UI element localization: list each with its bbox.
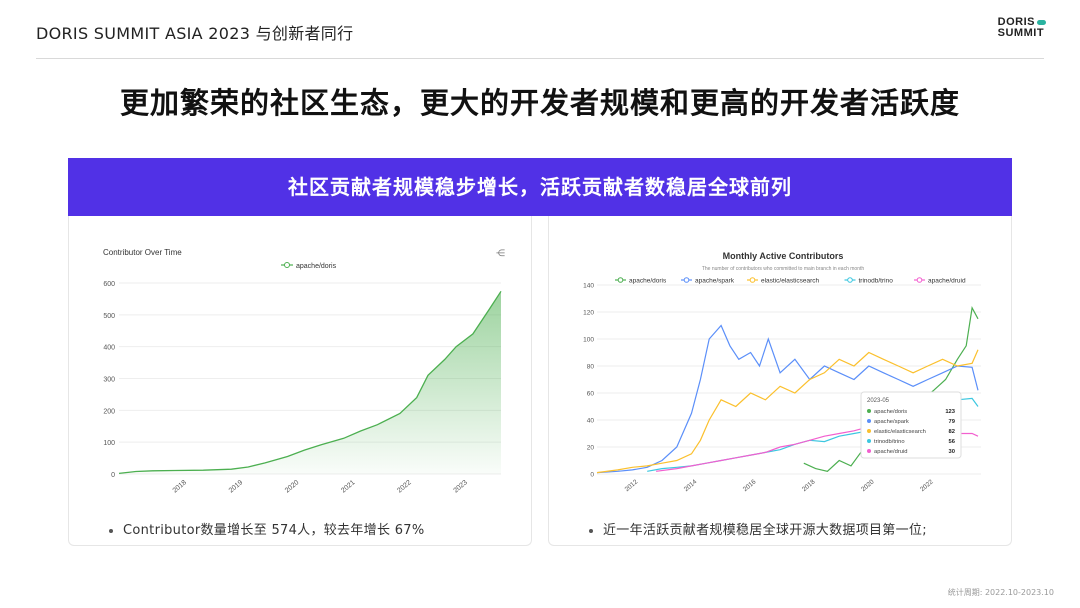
tooltip-label-trinodb-trino: trinodb/trino [874,439,905,445]
y-tick-label: 0 [590,472,594,479]
slide-title: 更加繁荣的社区生态，更大的开发者规模和更高的开发者活跃度 [119,86,960,120]
x-tick-label: 2020 [284,479,301,494]
statistics-period: 统计周期: 2022.10-2023.10 [947,588,1054,597]
x-tick-label: 2023 [452,479,469,494]
legend-marker-apache-spark [683,277,690,283]
line-apache-doris [118,290,502,475]
y-tick-label: 80 [587,364,595,371]
tooltip-value-apache-spark: 79 [949,419,956,425]
doris-summit-logo: DORIS SUMMIT [998,17,1046,39]
x-tick-label: 2019 [228,479,245,494]
tooltip-label-apache-spark: apache/spark [874,419,909,425]
line-apache-spark [596,324,979,474]
y-tick-label: 0 [111,472,115,479]
bullet-dot-icon [589,528,593,533]
y-tick-label: 40 [587,418,595,425]
tooltip-title: 2023-05 [867,398,890,404]
x-tick-label: 2020 [860,478,876,493]
share-icon: ⋲ [496,249,505,259]
legend-marker-trinodb-trino [847,277,853,283]
tooltip-dot-elastic-elasticsearch [867,429,871,433]
legend-label-apache-doris: apache/doris [296,263,337,270]
y-tick-label: 20 [587,445,595,452]
bullet-dot-icon [109,528,113,533]
contributor-chart-panel: Contributor Over Time ⋲ apache/doris 0 100 20… [68,216,532,546]
tooltip-label-apache-doris: apache/doris [874,409,907,415]
y-tick-label: 500 [103,313,115,320]
y-tick-label: 400 [103,345,115,352]
legend-label-apache-spark: apache/spark [695,278,735,285]
tooltip-dot-apache-doris [867,409,871,413]
legend-label-apache-doris: apache/doris [629,278,667,285]
chart-subtitle: The number of contributors who committed… [702,266,865,272]
x-tick-label: 2018 [172,479,189,494]
x-tick-label: 2022 [396,479,413,494]
x-tick-label: 2021 [340,479,357,494]
tooltip-value-trinodb-trino: 56 [949,439,956,445]
section-banner: 社区贡献者规模稳步增长，活跃贡献者数稳居全球前列 [68,158,1012,216]
x-tick-label: 2016 [742,478,758,493]
contributor-over-time-chart: Contributor Over Time ⋲ apache/doris 0 100 20… [103,248,505,495]
tooltip-dot-trinodb-trino [867,439,871,443]
tooltip-label-elastic-elasticsearch: elastic/elasticsearch [874,429,926,435]
legend-marker-apache-doris [617,277,624,283]
x-tick-label: 2022 [919,478,935,493]
y-tick-label: 100 [583,337,594,344]
y-tick-label: 140 [583,283,594,290]
line-elastic-elasticsearch [596,349,979,474]
logo-line1: DORIS [998,17,1046,28]
logo-line2: SUMMIT [997,27,1045,39]
legend-marker-apache-doris [284,262,290,268]
x-tick-label: 2018 [801,478,817,493]
area-fill-apache-doris [119,291,501,474]
y-tick-label: 100 [103,440,115,447]
tooltip-value-apache-doris: 123 [945,409,955,415]
legend-marker-elastic-elasticsearch [749,277,756,283]
header-divider [36,58,1044,59]
y-tick-label: 200 [103,408,115,415]
left-bullet: Contributor数量增长至 574人，较去年增长 67% [109,519,424,538]
legend-label-apache-druid: apache/druid [928,278,966,285]
chart-title: Monthly Active Contributors [723,251,844,261]
tooltip-dot-apache-spark [867,419,871,423]
legend-marker-apache-druid [916,277,923,283]
tooltip-value-elastic-elasticsearch: 82 [949,429,955,435]
legend-label-elastic-elasticsearch: elastic/elasticsearch [761,278,820,285]
x-tick-label: 2014 [683,478,699,493]
right-bullet: 近一年活跃贡献者规模稳居全球开源大数据项目第一位; [589,519,927,538]
tooltip-dot-apache-druid [867,449,871,453]
active-contributors-chart-panel: Monthly Active Contributors The number of… [548,216,1012,546]
tooltip-label-apache-druid: apache/druid [874,449,908,455]
y-tick-label: 300 [103,377,115,384]
y-tick-label: 600 [103,281,115,288]
x-tick-label: 2012 [624,478,640,493]
tooltip-value-apache-druid: 30 [949,449,955,455]
tooltip-box [860,391,962,459]
legend-label-trinodb-trino: trinodb/trino [859,278,894,285]
event-title: DORIS SUMMIT ASIA 2023 与创新者同行 [36,24,354,43]
y-tick-label: 120 [583,310,594,317]
monthly-active-contributors-chart: Monthly Active Contributors The number of… [583,251,981,493]
y-tick-label: 60 [587,391,595,398]
chart-title: Contributor Over Time [103,248,182,257]
